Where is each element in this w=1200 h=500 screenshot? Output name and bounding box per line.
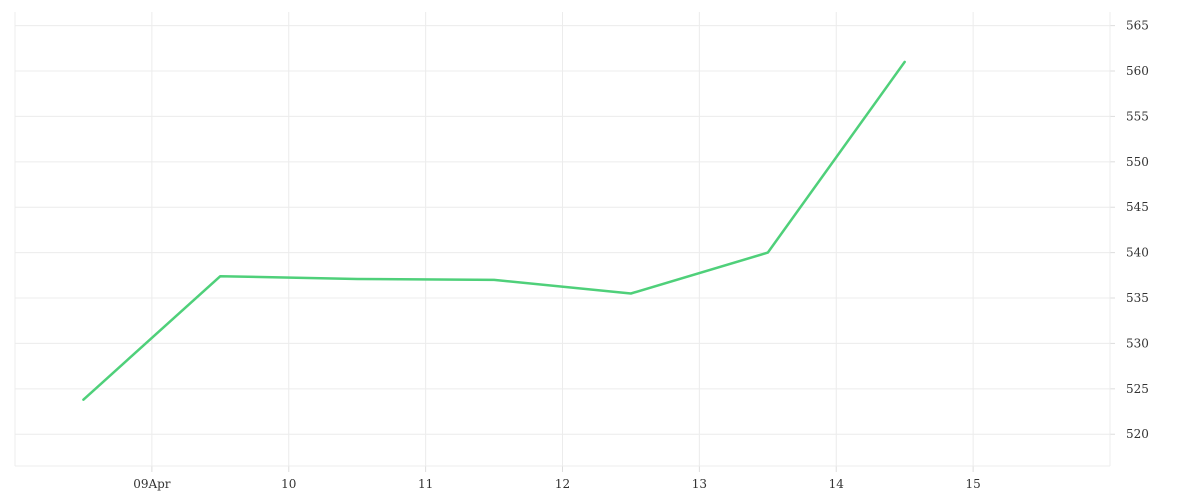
y-tick-label: 560 xyxy=(1126,64,1149,78)
x-tick-label: 10 xyxy=(281,477,296,491)
x-tick-label: 12 xyxy=(555,477,570,491)
series-line xyxy=(82,60,906,401)
y-tick-label: 525 xyxy=(1126,382,1149,396)
y-tick-label: 565 xyxy=(1126,19,1149,33)
tick-labels: 520 525 530 535 540 545 550 555 560 565 09Apr 10 11 1… xyxy=(133,19,1149,491)
series-layer xyxy=(82,60,906,401)
y-tick-label: 545 xyxy=(1126,200,1149,214)
y-tick-label: 555 xyxy=(1126,109,1149,123)
x-tick-label: 15 xyxy=(965,477,980,491)
y-tick-label: 520 xyxy=(1126,427,1149,441)
axes xyxy=(14,12,1115,472)
grid xyxy=(15,12,1110,466)
x-tick-label: 11 xyxy=(418,477,433,491)
x-tick-label: 09Apr xyxy=(133,477,171,491)
y-tick-label: 535 xyxy=(1126,291,1149,305)
y-tick-label: 530 xyxy=(1126,336,1149,350)
y-tick-label: 550 xyxy=(1126,155,1149,169)
x-tick-label: 14 xyxy=(829,477,845,491)
x-tick-label: 13 xyxy=(692,477,707,491)
y-tick-label: 540 xyxy=(1126,246,1149,260)
